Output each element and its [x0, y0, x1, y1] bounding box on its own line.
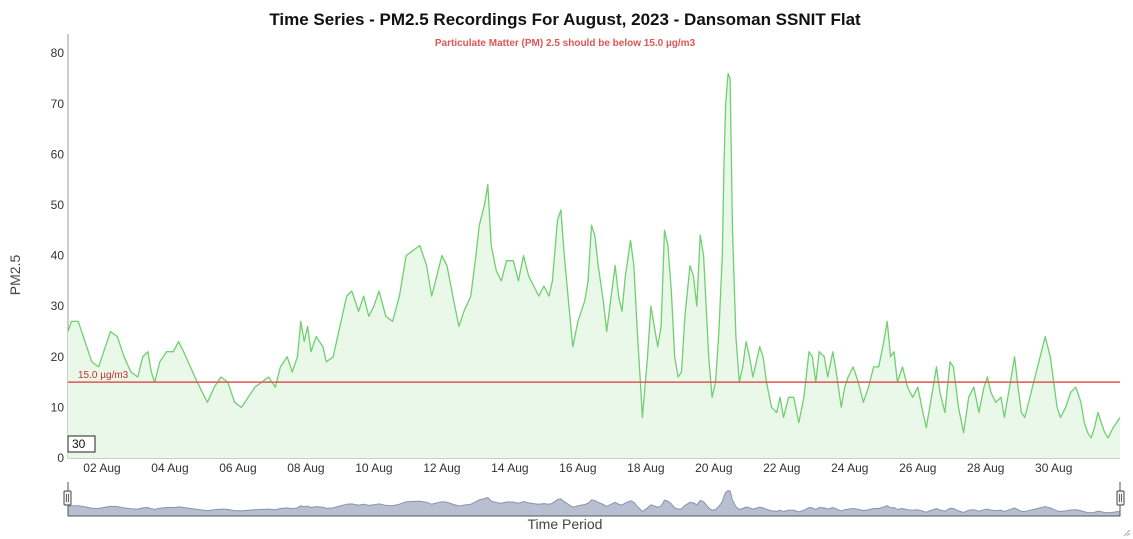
x-tick-label: 10 Aug [355, 461, 392, 475]
y-tick-label: 0 [57, 451, 64, 465]
rolling-period-value[interactable]: 30 [72, 437, 86, 451]
series-area [68, 73, 1120, 459]
y-tick-label: 30 [51, 299, 65, 313]
range-selector[interactable] [63, 482, 1125, 517]
range-handle-left[interactable] [63, 490, 72, 506]
x-tick-label: 26 Aug [899, 461, 936, 475]
x-tick-label: 14 Aug [491, 461, 528, 475]
x-tick-label: 08 Aug [287, 461, 324, 475]
y-tick-label: 60 [51, 147, 65, 161]
x-tick-label: 20 Aug [695, 461, 732, 475]
y-tick-label: 50 [51, 198, 65, 212]
series-line[interactable] [67, 72, 1121, 439]
x-tick-label: 30 Aug [1035, 461, 1072, 475]
y-tick-label: 40 [51, 249, 65, 263]
x-tick-label: 18 Aug [627, 461, 664, 475]
chart-subtitle: Particulate Matter (PM) 2.5 should be be… [435, 38, 696, 49]
x-tick-label: 28 Aug [967, 461, 1004, 475]
x-axis-title: Time Period [528, 516, 603, 532]
y-tick-label: 80 [51, 46, 65, 60]
rolling-period-box[interactable]: 30 [67, 435, 96, 453]
y-tick-label: 20 [51, 350, 65, 364]
x-tick-label: 06 Aug [219, 461, 256, 475]
x-tick-label: 02 Aug [83, 461, 120, 475]
y-tick-label: 70 [51, 97, 65, 111]
range-selector-preview [67, 490, 1121, 517]
x-tick-label: 16 Aug [559, 461, 596, 475]
x-tick-label: 04 Aug [151, 461, 188, 475]
y-axis-title: PM2.5 [7, 255, 23, 296]
resize-grip-icon[interactable] [1123, 529, 1131, 537]
threshold-label: 15.0 µg/m3 [78, 370, 129, 381]
range-handle-right[interactable] [1116, 490, 1125, 506]
x-tick-label: 22 Aug [763, 461, 800, 475]
x-tick-label: 12 Aug [423, 461, 460, 475]
x-axis-ticks: 02 Aug 04 Aug 06 Aug 08 Aug 10 Aug 12 Aug 14 A… [83, 461, 1072, 475]
chart-title: Time Series - PM2.5 Recordings For Augus… [269, 10, 861, 29]
y-axis-ticks: 0 10 20 30 40 50 60 70 80 [51, 46, 65, 465]
x-tick-label: 24 Aug [831, 461, 868, 475]
y-tick-label: 10 [51, 400, 65, 414]
